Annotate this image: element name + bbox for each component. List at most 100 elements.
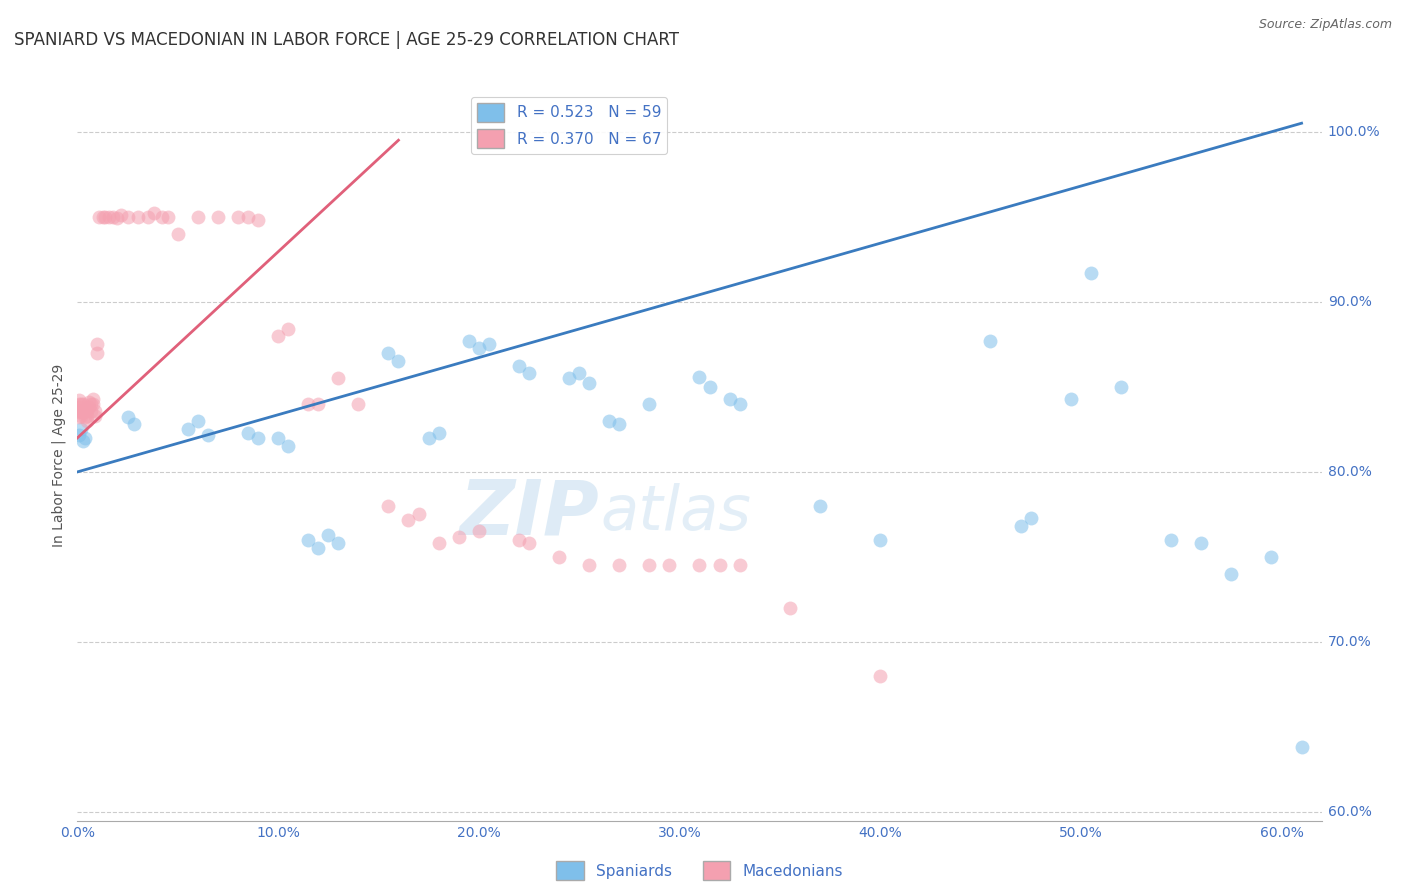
Point xyxy=(72,397,94,411)
Point xyxy=(979,334,1001,348)
Point xyxy=(316,528,339,542)
Point xyxy=(728,397,751,411)
Point xyxy=(75,403,97,417)
Text: 100.0%: 100.0% xyxy=(1327,125,1381,139)
Point xyxy=(110,208,132,222)
Point xyxy=(808,499,831,513)
Point xyxy=(187,414,209,428)
Point xyxy=(156,210,179,224)
Point xyxy=(297,397,319,411)
Point xyxy=(67,397,90,411)
Point xyxy=(598,414,620,428)
Point xyxy=(177,422,200,436)
Point xyxy=(67,410,90,425)
Point xyxy=(638,558,661,573)
Point xyxy=(1080,266,1102,280)
Point xyxy=(79,401,101,415)
Point xyxy=(79,395,101,409)
Point xyxy=(728,558,751,573)
Point xyxy=(398,512,420,526)
Point xyxy=(246,213,269,227)
Point xyxy=(267,431,290,445)
Point xyxy=(427,425,450,440)
Point xyxy=(517,366,540,380)
Point xyxy=(277,322,299,336)
Point xyxy=(86,337,108,351)
Point xyxy=(699,380,721,394)
Point xyxy=(1109,380,1132,394)
Point xyxy=(467,524,489,539)
Point xyxy=(869,533,891,547)
Point xyxy=(578,376,600,391)
Point xyxy=(607,417,630,432)
Point xyxy=(136,210,159,224)
Point xyxy=(689,558,711,573)
Text: Source: ZipAtlas.com: Source: ZipAtlas.com xyxy=(1258,18,1392,31)
Point xyxy=(457,334,479,348)
Point xyxy=(70,409,93,423)
Point xyxy=(1260,549,1282,564)
Point xyxy=(127,210,149,224)
Point xyxy=(70,403,93,417)
Point xyxy=(150,210,173,224)
Point xyxy=(408,508,430,522)
Point xyxy=(1220,566,1243,581)
Point xyxy=(1189,536,1212,550)
Point xyxy=(478,337,501,351)
Point xyxy=(517,536,540,550)
Point xyxy=(67,405,90,419)
Point xyxy=(84,403,107,417)
Point xyxy=(70,397,93,411)
Point xyxy=(607,558,630,573)
Point xyxy=(226,210,249,224)
Point xyxy=(779,601,801,615)
Text: 70.0%: 70.0% xyxy=(1327,635,1372,649)
Point xyxy=(236,210,259,224)
Point xyxy=(447,530,470,544)
Point xyxy=(1019,511,1042,525)
Point xyxy=(1160,533,1182,547)
Point xyxy=(80,397,103,411)
Point xyxy=(76,409,98,423)
Point xyxy=(638,397,661,411)
Y-axis label: In Labor Force | Age 25-29: In Labor Force | Age 25-29 xyxy=(52,363,66,547)
Point xyxy=(427,536,450,550)
Point xyxy=(246,431,269,445)
Point xyxy=(548,549,571,564)
Point xyxy=(70,422,93,436)
Point xyxy=(86,346,108,360)
Point xyxy=(418,431,440,445)
Point xyxy=(328,536,350,550)
Point xyxy=(1060,392,1083,406)
Point xyxy=(75,431,97,445)
Point xyxy=(869,669,891,683)
Point xyxy=(377,346,399,360)
Point xyxy=(578,558,600,573)
Text: 90.0%: 90.0% xyxy=(1327,295,1372,309)
Point xyxy=(307,541,329,556)
Point xyxy=(187,210,209,224)
Text: ZIP: ZIP xyxy=(460,476,600,550)
Point xyxy=(328,371,350,385)
Point xyxy=(508,359,530,374)
Point xyxy=(307,397,329,411)
Point xyxy=(76,403,98,417)
Text: 80.0%: 80.0% xyxy=(1327,465,1372,479)
Point xyxy=(122,417,145,432)
Point xyxy=(709,558,731,573)
Point xyxy=(117,210,139,224)
Point xyxy=(84,409,107,423)
Point xyxy=(103,210,125,224)
Point xyxy=(72,434,94,449)
Point xyxy=(197,427,219,442)
Point xyxy=(76,414,98,428)
Point xyxy=(207,210,229,224)
Point xyxy=(387,354,409,368)
Point xyxy=(508,533,530,547)
Point xyxy=(277,439,299,453)
Point xyxy=(107,211,129,226)
Point xyxy=(94,210,117,224)
Point xyxy=(72,405,94,419)
Point xyxy=(82,397,104,411)
Point xyxy=(297,533,319,547)
